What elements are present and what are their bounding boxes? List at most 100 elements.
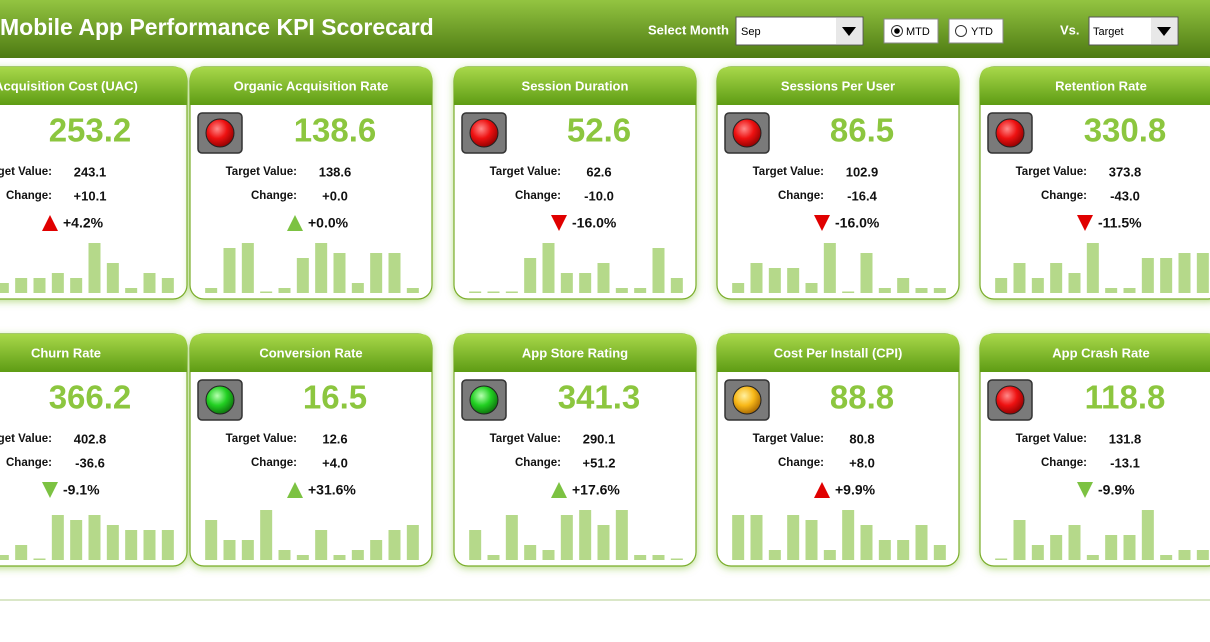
spark-bar: [524, 258, 537, 293]
spark-bar: [860, 253, 873, 293]
status-light: [995, 118, 1025, 148]
target-label: Target Value:: [490, 433, 561, 445]
spark-bar: [333, 253, 346, 293]
spark-bar: [1160, 555, 1173, 560]
card-header: [717, 67, 959, 105]
card-header: [190, 334, 432, 372]
dropdown-arrow: [1157, 27, 1171, 36]
spark-bar: [106, 263, 119, 293]
radio-label: MTD: [906, 26, 930, 38]
spark-bar: [70, 520, 83, 560]
spark-bar: [33, 558, 46, 560]
spark-bar: [652, 248, 665, 293]
status-light: [469, 385, 499, 415]
spark-bar: [161, 530, 174, 560]
change-value: +8.0: [849, 455, 875, 470]
change-percent: +4.2%: [63, 215, 104, 231]
target-value: 102.9: [846, 164, 879, 179]
spark-bar: [524, 545, 537, 560]
radio-dot: [894, 28, 900, 34]
kpi-card: Organic Acquisition Rate 138.6 Target Valu…: [189, 66, 433, 300]
change-label: Change:: [778, 457, 824, 469]
trend-arrow: [814, 215, 830, 231]
change-value: -36.6: [75, 455, 105, 470]
spark-bar: [15, 278, 28, 293]
spark-bar: [933, 545, 946, 560]
spark-bar: [241, 243, 254, 293]
card-header: [717, 334, 959, 372]
vs-dropdown[interactable]: Target: [1088, 16, 1179, 46]
target-value: 80.8: [849, 431, 874, 446]
spark-bar: [787, 268, 800, 293]
change-value: +51.2: [583, 455, 616, 470]
spark-bar: [406, 288, 419, 293]
spark-bar: [1178, 550, 1191, 560]
spark-bar: [1105, 535, 1118, 560]
status-light: [205, 118, 235, 148]
kpi-value: 330.8: [1084, 112, 1167, 149]
change-percent: -16.0%: [835, 215, 880, 231]
change-label: Change:: [251, 457, 297, 469]
spark-bar: [370, 253, 383, 293]
spark-bar: [260, 510, 273, 560]
change-value: -13.1: [1110, 455, 1140, 470]
dropdown-value: Sep: [741, 26, 761, 38]
spark-bar: [579, 273, 592, 293]
spark-bar: [1160, 258, 1173, 293]
spark-bar: [768, 268, 781, 293]
spark-bar: [241, 540, 254, 560]
card-header: [0, 334, 187, 372]
spark-bar: [106, 525, 119, 560]
target-value: 290.1: [583, 431, 616, 446]
spark-bar: [469, 291, 482, 293]
spark-bar: [143, 273, 156, 293]
status-light: [205, 385, 235, 415]
ytd-radio[interactable]: YTD: [948, 18, 1004, 44]
target-value: 131.8: [1109, 431, 1142, 446]
trend-arrow: [1077, 482, 1093, 498]
target-label: Target Value:: [226, 166, 297, 178]
target-label: Target Value:: [753, 433, 824, 445]
status-light: [469, 118, 499, 148]
change-percent: +9.9%: [835, 482, 876, 498]
change-value: -10.0: [584, 188, 614, 203]
spark-bar: [670, 558, 683, 560]
spark-bar: [1013, 520, 1026, 560]
mtd-radio[interactable]: MTD: [883, 18, 939, 44]
spark-bar: [143, 530, 156, 560]
change-percent: +31.6%: [308, 482, 356, 498]
spark-bar: [805, 520, 818, 560]
spark-bar: [750, 515, 763, 560]
kpi-card: App Store Rating 341.3 Target Value: 290.1 C…: [453, 333, 697, 567]
month-label: Select Month: [648, 22, 729, 37]
kpi-value: 341.3: [558, 379, 641, 416]
spark-bar: [469, 530, 482, 560]
spark-bar: [768, 550, 781, 560]
month-dropdown[interactable]: Sep: [735, 16, 864, 46]
change-label: Change:: [1041, 190, 1087, 202]
spark-bar: [370, 540, 383, 560]
change-percent: +0.0%: [308, 215, 349, 231]
spark-bar: [223, 540, 236, 560]
spark-bar: [260, 291, 273, 293]
card-title: Organic Acquisition Rate: [234, 78, 389, 93]
kpi-card: Session Duration 52.6 Target Value: 62.6 Cha…: [453, 66, 697, 300]
kpi-value: 138.6: [294, 112, 377, 149]
spark-bar: [296, 258, 309, 293]
trend-arrow: [1077, 215, 1093, 231]
status-light: [995, 385, 1025, 415]
spark-bar: [732, 283, 745, 293]
spark-bar: [750, 263, 763, 293]
spark-bar: [1013, 263, 1026, 293]
card-title: Retention Rate: [1055, 78, 1147, 93]
change-percent: +17.6%: [572, 482, 620, 498]
change-label: Change:: [778, 190, 824, 202]
kpi-value: 16.5: [303, 379, 367, 416]
spark-bar: [278, 550, 291, 560]
change-label: Change:: [515, 190, 561, 202]
spark-bar: [878, 540, 891, 560]
card-header: [980, 67, 1210, 105]
spark-bar: [505, 291, 518, 293]
spark-bar: [1031, 278, 1044, 293]
